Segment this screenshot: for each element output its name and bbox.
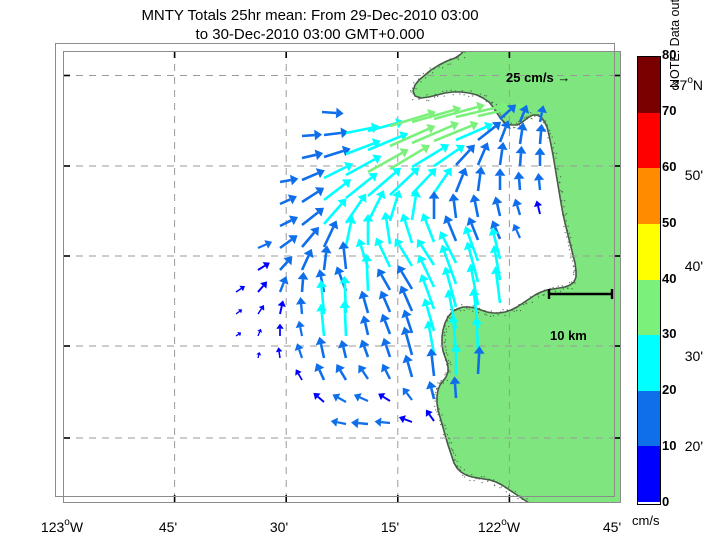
colorbar-tick-10: 10 <box>662 438 677 454</box>
colorbar-unit-label: cm/s <box>632 513 660 528</box>
colorbar-band-60-70 <box>638 112 660 169</box>
map-canvas <box>63 51 621 503</box>
distance-scale-label: 10 km <box>550 328 587 343</box>
plot-frame-top <box>63 51 621 52</box>
colorbar <box>637 56 661 505</box>
colorbar-tick-30: 30 <box>662 326 677 342</box>
plot-frame-bottom <box>63 502 621 503</box>
chart-title-line1: MNTY Totals 25hr mean: From 29-Dec-2010 … <box>141 7 479 24</box>
colorbar-band-30-40 <box>638 279 660 336</box>
colorbar-tick-20: 20 <box>662 382 677 398</box>
x-tick-label-5: 45' <box>602 519 622 535</box>
velocity-scale-label: 25 cm/s → <box>506 70 571 85</box>
plot-frame-outer <box>55 43 615 497</box>
y-tick-label-0: 37oN <box>671 75 703 93</box>
x-tick-label-3: 15' <box>380 519 400 535</box>
x-tick-label-4: 122oW <box>477 517 521 535</box>
colorbar-tick-70: 70 <box>662 102 677 118</box>
colorbar-band-50-60 <box>638 168 660 224</box>
y-tick-label-2: 40' <box>684 258 703 274</box>
colorbar-tick-60: 60 <box>662 158 677 174</box>
colorbar-band-0-10 <box>638 446 660 502</box>
colorbar-tick-40: 40 <box>662 270 677 286</box>
x-tick-label-0: 123oW <box>40 517 84 535</box>
colorbar-band-10-20 <box>638 390 660 447</box>
colorbar-band-70-80 <box>638 57 660 113</box>
chart-title-line2: to 30-Dec-2010 03:00 GMT+0.000 <box>195 26 425 43</box>
colorbar-tick-50: 50 <box>662 214 677 230</box>
map-plot-area: 25 cm/s → 10 km <box>55 43 621 503</box>
colorbar-note: NOTE: Data outside color range will be s… <box>668 0 682 88</box>
colorbar-band-20-30 <box>638 335 660 391</box>
colorbar-band-40-50 <box>638 223 660 280</box>
y-tick-label-3: 30' <box>684 348 703 364</box>
plot-frame-right <box>620 51 621 503</box>
plot-frame-left <box>63 51 64 503</box>
colorbar-tick-0: 0 <box>662 494 670 509</box>
y-tick-label-4: 20' <box>684 438 703 454</box>
chart-title: MNTY Totals 25hr mean: From 29-Dec-2010 … <box>0 6 620 44</box>
x-tick-label-1: 45' <box>158 519 178 535</box>
x-tick-label-2: 30' <box>269 519 289 535</box>
vector-field-map <box>63 51 621 503</box>
colorbar-tick-80: 80 <box>662 47 677 62</box>
y-tick-label-1: 50' <box>684 167 703 183</box>
